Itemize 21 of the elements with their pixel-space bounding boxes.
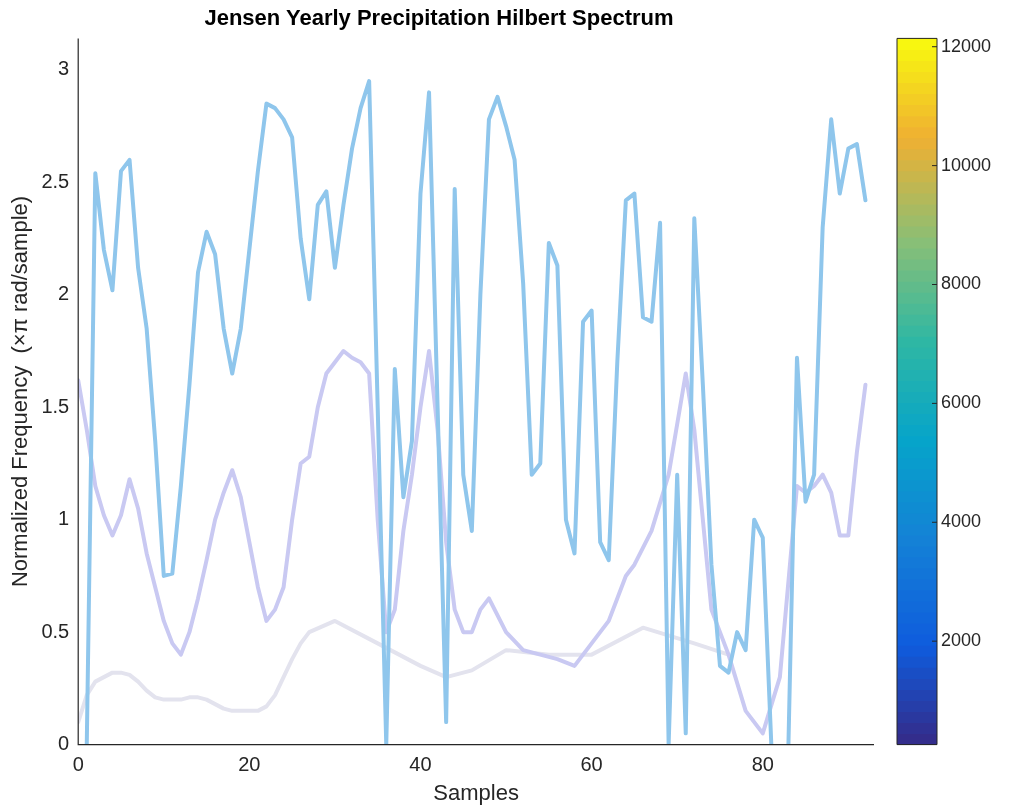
x-tick-label: 20 [238, 753, 261, 776]
x-tick-label: 0 [72, 753, 84, 776]
color-bar-label: 8000 [941, 273, 982, 294]
x-tick-label: 80 [751, 753, 774, 776]
color-bar-label: 12000 [941, 35, 992, 56]
y-tick-label: 1 [58, 507, 70, 530]
y-tick-label: 1.5 [41, 394, 70, 417]
y-tick-label: 0.5 [41, 619, 70, 642]
y-axis-title: Normalized Frequency (×π rad/sample) [7, 195, 33, 588]
color-bar-label: 6000 [941, 392, 982, 413]
x-axis-title: Samples [433, 779, 519, 805]
y-tick-label: 2.5 [41, 169, 70, 192]
chart-title: Jensen Yearly Precipitation Hilbert Spectrum [204, 5, 674, 31]
color-bar-label: 4000 [941, 511, 982, 532]
y-tick-label: 3 [58, 57, 70, 80]
color-bar-label: 2000 [941, 630, 982, 651]
y-tick-label: 2 [58, 282, 70, 305]
color-bar-label: 10000 [941, 154, 992, 175]
x-tick-label: 60 [580, 753, 603, 776]
y-tick-label: 0 [58, 732, 70, 755]
x-tick-label: 40 [409, 753, 432, 776]
